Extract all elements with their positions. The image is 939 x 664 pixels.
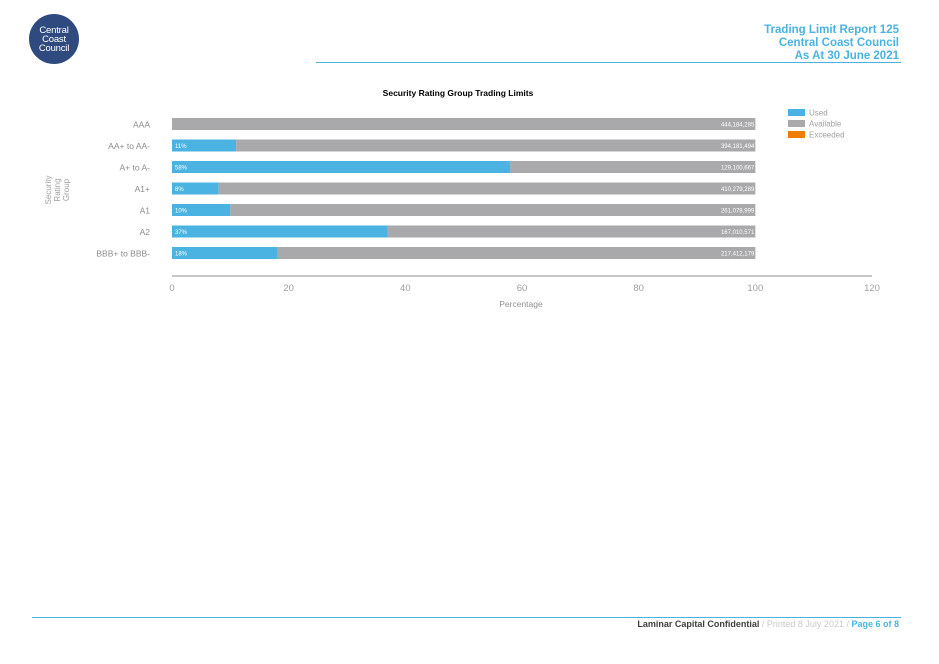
footer-printed: / Printed 8 July 2021 /: [759, 619, 852, 629]
bar-available: [277, 247, 756, 259]
report-header: Trading Limit Report 125 Central Coast C…: [764, 24, 899, 63]
bar-used: [172, 182, 219, 195]
bar-available: [230, 204, 756, 216]
report-date: As At 30 June 2021: [794, 50, 899, 62]
report-title: Trading Limit Report 125: [764, 24, 899, 36]
bar-available: [218, 182, 756, 195]
bar-available: [510, 161, 756, 173]
available-data-label: 129,100,667: [721, 166, 755, 172]
available-data-label: 394,181,494: [721, 144, 755, 150]
bar-available: [236, 139, 756, 152]
x-axis-label: Percentage: [499, 299, 543, 309]
report-organisation: Central Coast Council: [778, 37, 899, 49]
legend-swatch: [788, 131, 805, 138]
bar-used: [172, 139, 237, 152]
y-axis-label: SecurityRatingGroup: [44, 176, 71, 205]
bar-available: [172, 118, 756, 130]
chart-legend: Used Available Exceeded: [788, 109, 845, 140]
logo-text-line2: Coast: [42, 33, 66, 45]
x-tick-label: 100: [747, 283, 763, 294]
bar-used: [172, 161, 511, 173]
footer-page-number: Page 6 of 8: [851, 619, 899, 629]
bar-used: [172, 225, 388, 238]
x-tick-label: 0: [169, 283, 174, 294]
bar-available: [387, 225, 756, 238]
bars-layer: AAA 444,184,285 AA+ to AA- 11% 394,181,494 A+…: [96, 118, 756, 259]
legend-swatch: [788, 109, 805, 116]
x-axis: 0 20 40 60 80 100 120: [169, 275, 880, 294]
x-tick-label: 20: [283, 283, 294, 294]
category-label: A1: [140, 206, 151, 216]
chart-title: Security Rating Group Trading Limits: [383, 88, 534, 98]
bar-used: [172, 204, 231, 216]
y-axis-title: SecurityRatingGroup: [44, 176, 71, 205]
category-label: A1+: [135, 184, 150, 194]
trading-limits-chart: Security Rating Group Trading Limits Per…: [44, 88, 880, 309]
used-data-label: 11%: [175, 144, 187, 150]
logo-text-line1: Central: [39, 24, 69, 36]
category-label: AAA: [133, 120, 150, 130]
available-data-label: 261,078,999: [721, 209, 755, 215]
bar-used: [172, 247, 277, 259]
used-data-label: 18%: [175, 252, 188, 258]
available-data-label: 444,184,285: [721, 123, 755, 129]
category-label: A+ to A-: [120, 163, 151, 173]
x-tick-label: 120: [864, 283, 880, 294]
available-data-label: 217,412,179: [721, 252, 755, 258]
x-tick-label: 40: [400, 283, 411, 294]
available-data-label: 167,010,571: [721, 230, 755, 236]
legend-swatch: [788, 120, 805, 127]
x-tick-label: 80: [633, 283, 644, 294]
legend-label: Available: [809, 120, 842, 129]
x-tick-label: 60: [517, 283, 528, 294]
header-divider: [316, 62, 901, 63]
used-data-label: 8%: [175, 187, 184, 193]
used-data-label: 10%: [175, 209, 188, 215]
category-label: A2: [140, 227, 151, 237]
category-label: AA+ to AA-: [108, 141, 150, 151]
footer-divider: [32, 617, 901, 618]
footer-confidential: Laminar Capital Confidential: [637, 619, 760, 629]
legend-label: Exceeded: [809, 131, 845, 140]
category-label: BBB+ to BBB-: [96, 249, 150, 259]
legend-label: Used: [809, 109, 828, 118]
used-data-label: 37%: [175, 230, 188, 236]
available-data-label: 410,279,289: [721, 187, 755, 193]
logo-text-line3: Council: [38, 42, 70, 54]
council-logo: Central Coast Council: [29, 14, 79, 64]
page-footer: Laminar Capital Confidential / Printed 8…: [637, 619, 899, 629]
used-data-label: 58%: [175, 166, 188, 172]
